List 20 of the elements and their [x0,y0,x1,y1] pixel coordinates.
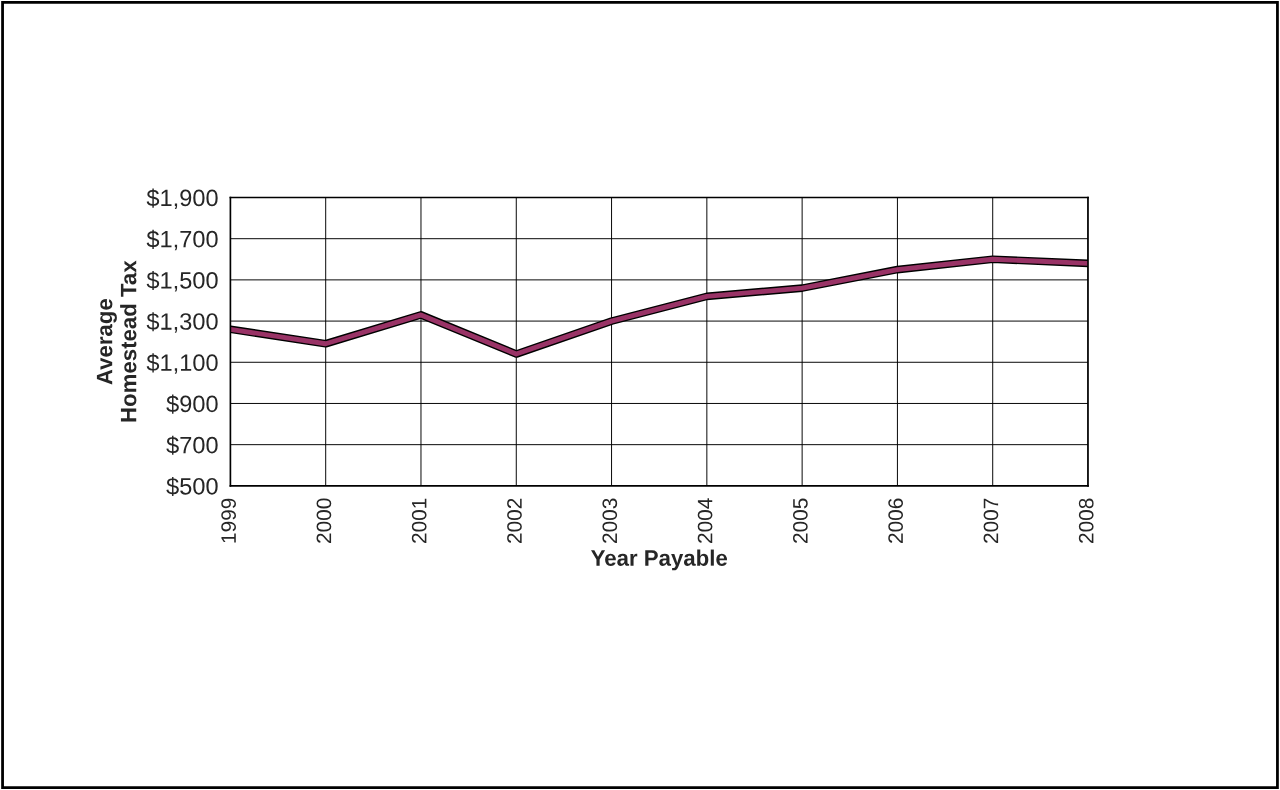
x-tick-label: 2005 [792,498,808,543]
x-tick-label: 2004 [697,498,713,543]
y-tick-label: $900 [166,394,218,414]
y-axis-title: Average Homestead Tax [96,260,137,422]
x-tick-label: 2000 [316,498,332,543]
x-tick-label: 2007 [983,498,999,543]
y-tick-label: $1,100 [146,353,218,374]
y-tick-label: $500 [166,476,218,497]
y-tick-label: $700 [166,435,218,455]
x-tick-label: 2006 [888,498,904,543]
x-tick-label: 2002 [507,498,522,543]
x-tick-label: 2003 [602,498,618,543]
x-tick-label: 2001 [411,498,427,543]
y-tick-label: $1,500 [146,270,218,292]
y-tick-label: $1,700 [146,229,218,251]
y-tick-label: $1,900 [146,188,218,210]
x-tick-label: 1999 [221,498,236,543]
x-tick-label: 2008 [1078,498,1094,543]
y-tick-label: $1,300 [146,312,218,333]
x-axis-title: Year Payable [591,549,728,571]
